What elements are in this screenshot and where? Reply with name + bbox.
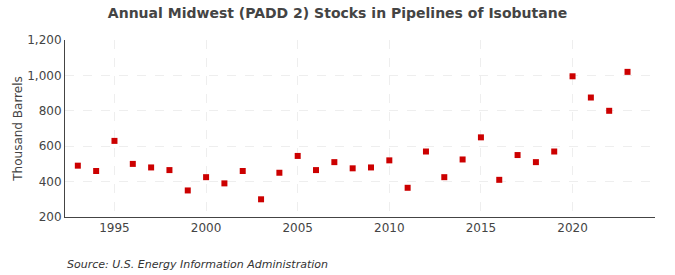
svg-text:2000: 2000 xyxy=(191,221,222,235)
svg-text:1,000: 1,000 xyxy=(27,69,61,83)
svg-text:400: 400 xyxy=(39,175,62,189)
svg-text:800: 800 xyxy=(39,104,62,118)
svg-text:Thousand Barrels: Thousand Barrels xyxy=(11,76,25,181)
svg-text:2020: 2020 xyxy=(557,221,588,235)
svg-text:2005: 2005 xyxy=(282,221,313,235)
svg-text:200: 200 xyxy=(39,210,62,224)
svg-text:1995: 1995 xyxy=(99,221,130,235)
svg-text:Annual Midwest (PADD 2) Stocks: Annual Midwest (PADD 2) Stocks in Pipeli… xyxy=(108,5,567,21)
svg-text:1,200: 1,200 xyxy=(27,33,61,47)
svg-text:2010: 2010 xyxy=(374,221,405,235)
svg-text:Source: U.S. Energy Informatio: Source: U.S. Energy Information Administ… xyxy=(67,258,328,271)
svg-text:600: 600 xyxy=(39,139,62,153)
svg-text:2015: 2015 xyxy=(466,221,497,235)
